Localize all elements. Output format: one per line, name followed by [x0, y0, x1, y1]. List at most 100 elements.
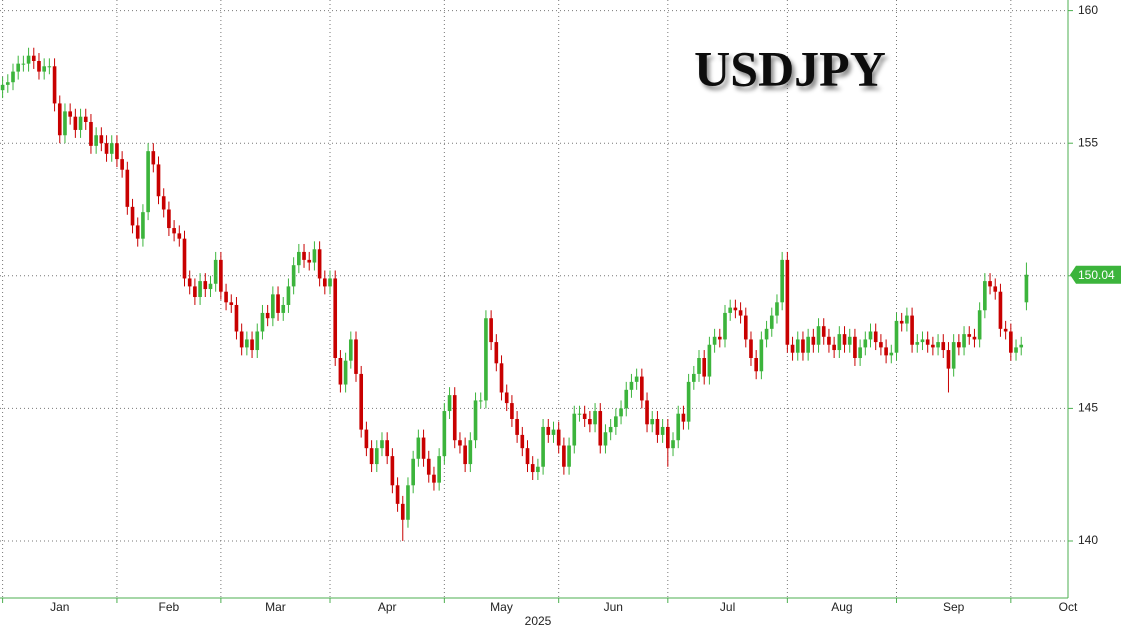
candle-body — [78, 116, 83, 130]
axis-layer: 140145150155160JanFebMarAprMayJunJulAugS… — [2, 3, 1121, 614]
candle-body — [1019, 344, 1024, 348]
candle-body — [291, 265, 296, 287]
candle-body — [37, 60, 41, 72]
candle-body — [816, 326, 821, 345]
candle-body — [915, 342, 920, 345]
candle-body — [785, 259, 790, 345]
candle-body — [842, 334, 847, 345]
x-tick-label: Jan — [50, 600, 69, 614]
candle-body — [863, 339, 868, 348]
candle-body — [229, 302, 234, 305]
candle-body — [588, 418, 592, 425]
x-tick-label: Jun — [604, 600, 623, 614]
candle-body — [707, 344, 712, 377]
candle-body — [640, 376, 644, 401]
candle-body — [603, 432, 608, 446]
candle-body — [364, 429, 369, 449]
candle-body — [219, 259, 223, 292]
candle-body — [899, 320, 904, 324]
candle-body — [63, 111, 67, 136]
candle-body — [1003, 328, 1008, 332]
candle-body — [702, 358, 707, 377]
candle-body — [780, 259, 784, 303]
candle-body — [52, 66, 57, 104]
candle-body — [141, 212, 145, 239]
candle-body — [629, 381, 634, 390]
candle-body — [624, 389, 629, 409]
candle-body — [307, 259, 312, 263]
candle-body — [271, 294, 275, 319]
candle-body — [484, 318, 488, 401]
candle-body — [426, 458, 431, 475]
candle-body — [655, 418, 660, 435]
candle-body — [515, 418, 519, 435]
candle-body — [374, 448, 379, 465]
candle-body — [213, 259, 218, 284]
candle-body — [536, 466, 540, 473]
candle-body — [868, 331, 873, 340]
candle-body — [42, 66, 46, 72]
candle-body — [468, 440, 473, 465]
candle-body — [172, 228, 176, 234]
candle-body — [182, 238, 187, 279]
candle-body — [276, 294, 280, 313]
candle-body — [686, 381, 691, 422]
candle-body — [717, 336, 722, 340]
candle-body — [338, 358, 343, 385]
candle-body — [489, 318, 493, 343]
candle-body — [619, 408, 623, 417]
candle-body — [936, 342, 940, 348]
candle-body — [16, 63, 21, 72]
candle-body — [941, 342, 946, 351]
candle-body — [634, 376, 639, 382]
candle-body — [73, 116, 78, 130]
candle-body — [894, 320, 899, 353]
candle-body — [832, 344, 836, 351]
candle-body — [255, 331, 260, 351]
candle-body — [115, 143, 119, 160]
y-tick-label: 145 — [1078, 401, 1098, 415]
candle-body — [873, 331, 878, 343]
candle-body — [130, 206, 135, 226]
candle-body — [925, 339, 930, 345]
candle-body — [676, 413, 681, 441]
candle-body — [962, 334, 966, 348]
candle-body — [104, 143, 109, 154]
candle-body — [988, 281, 992, 287]
candle-body — [889, 352, 894, 356]
candle-body — [946, 350, 951, 369]
candle-body — [203, 281, 208, 290]
candle-body — [712, 336, 717, 345]
candle-body — [660, 426, 665, 435]
candle-body — [120, 159, 124, 170]
candle-body — [359, 373, 364, 430]
candle-body — [562, 445, 566, 467]
candle-body — [811, 336, 816, 345]
candle-body — [452, 395, 457, 441]
x-tick-label: Jul — [720, 600, 735, 614]
candle-body — [993, 286, 998, 292]
candle-body — [89, 121, 93, 146]
candle-body — [691, 373, 696, 382]
candle-body — [322, 278, 327, 287]
candle-body — [167, 209, 171, 229]
candle-body — [884, 347, 888, 356]
candle-body — [31, 55, 36, 61]
candle-body — [998, 291, 1003, 329]
candle-body — [582, 413, 587, 419]
candle-body — [224, 291, 228, 303]
candle-body — [437, 456, 441, 483]
x-axis-title: 2025 — [525, 614, 552, 628]
grid-layer — [0, 0, 1068, 598]
x-tick-label: May — [490, 600, 513, 614]
candle-body — [421, 437, 426, 459]
candle-body — [858, 347, 862, 359]
candle-body — [208, 283, 213, 290]
candle-body — [790, 344, 795, 353]
candle-body — [109, 143, 114, 154]
candle-body — [541, 426, 545, 467]
candle-body — [775, 302, 779, 316]
candle-body — [499, 363, 504, 393]
